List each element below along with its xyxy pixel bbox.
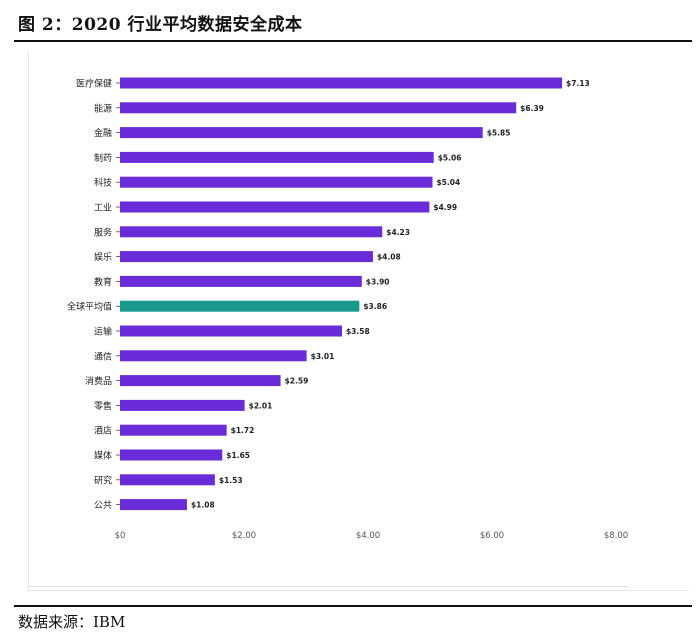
category-label: 教育 — [94, 276, 112, 288]
bar — [120, 226, 383, 238]
chart-frame — [28, 52, 689, 591]
x-tick-label: $2.00 — [232, 531, 256, 541]
category-label: 制药 — [94, 152, 112, 164]
category-label: 通信 — [94, 350, 112, 362]
category-label: 科技 — [94, 177, 112, 189]
category-label: 医疗保健 — [76, 78, 112, 90]
value-label: $3.86 — [363, 302, 387, 311]
bar — [120, 275, 362, 287]
category-label: 服务 — [94, 226, 112, 238]
bar — [120, 399, 245, 411]
value-label: $4.23 — [386, 228, 410, 237]
bar — [120, 127, 483, 139]
value-label: $3.01 — [311, 352, 335, 361]
bar — [120, 424, 227, 436]
bar — [120, 201, 430, 213]
value-label: $5.06 — [438, 153, 462, 162]
category-label: 运输 — [94, 326, 112, 338]
value-label: $6.39 — [520, 104, 544, 113]
bar — [120, 102, 517, 114]
category-label: 消费品 — [85, 375, 112, 387]
bar — [120, 350, 307, 362]
value-label: $2.01 — [249, 401, 273, 410]
value-label: $5.04 — [436, 178, 460, 187]
bar — [120, 151, 434, 163]
x-tick-label: $6.00 — [480, 531, 504, 541]
category-label: 研究 — [94, 474, 112, 486]
category-label: 娱乐 — [94, 251, 112, 263]
value-label: $1.53 — [219, 476, 243, 485]
source-rule — [14, 605, 692, 607]
category-label: 金融 — [94, 127, 112, 139]
figure-title: 图 2：2020 行业平均数据安全成本 — [18, 15, 303, 35]
category-label: 零售 — [94, 400, 112, 412]
category-label: 工业 — [94, 203, 112, 214]
bar — [120, 176, 433, 188]
chart-frame-bottom — [28, 586, 628, 587]
value-label: $2.59 — [285, 377, 309, 386]
source-note: 数据来源：IBM — [18, 613, 126, 631]
bar — [120, 375, 281, 387]
bar — [120, 474, 215, 486]
value-label: $4.99 — [433, 203, 457, 212]
value-label: $5.85 — [487, 129, 511, 138]
value-label: $3.90 — [366, 277, 390, 286]
value-label: $1.65 — [226, 451, 250, 460]
category-label: 酒店 — [94, 425, 112, 437]
category-label: 全球平均值 — [67, 301, 112, 313]
x-tick-label: $0 — [115, 531, 126, 541]
value-label: $1.72 — [231, 426, 255, 435]
title-rule — [14, 40, 692, 42]
bar — [120, 449, 223, 461]
bar — [120, 251, 373, 263]
category-label: 能源 — [94, 102, 112, 114]
category-label: 公共 — [94, 500, 112, 511]
bar-highlight — [120, 300, 360, 312]
value-label: $4.08 — [377, 253, 401, 262]
x-tick-label: $4.00 — [356, 531, 380, 541]
bar — [120, 499, 187, 511]
value-label: $3.58 — [346, 327, 370, 336]
x-tick-label: $8.00 — [604, 531, 628, 541]
value-label: $7.13 — [566, 79, 590, 88]
value-label: $1.08 — [191, 501, 215, 510]
bar — [120, 325, 342, 337]
bar — [120, 77, 563, 89]
category-label: 媒体 — [94, 450, 112, 462]
